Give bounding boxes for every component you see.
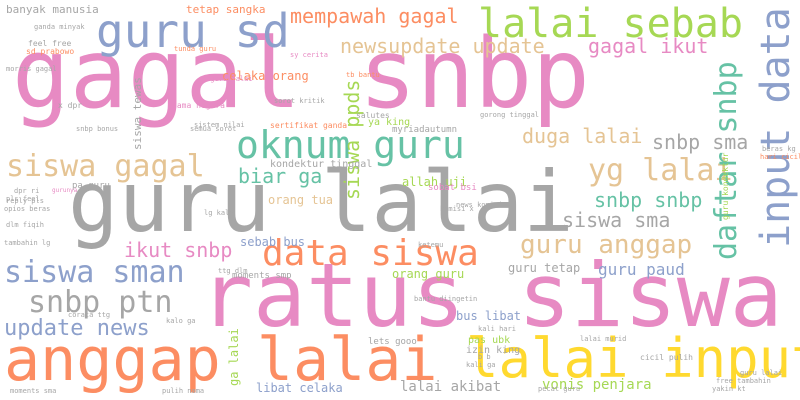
cloud-word: snbp sma <box>652 130 749 154</box>
cloud-word: input data <box>753 7 799 248</box>
cloud-word: update news <box>4 316 150 341</box>
cloud-word: guru lalai <box>68 153 574 251</box>
cloud-word: kali ga <box>466 361 496 369</box>
cloud-word: mempawah gagal <box>290 4 459 28</box>
cloud-word: ratus siswa <box>200 244 783 347</box>
cloud-word: negara lalai <box>202 75 253 83</box>
cloud-word: yakin kt <box>712 385 746 393</box>
cloud-word: sebab bus <box>240 235 306 249</box>
cloud-word: snbp snbp <box>594 188 703 212</box>
cloud-word: semua sorot <box>190 125 237 133</box>
cloud-word: pecat guru <box>538 385 581 393</box>
cloud-word: newsupdate update <box>340 34 545 58</box>
cloud-word: sertifikat ganda <box>270 121 348 130</box>
cloud-word: snbp ptn <box>28 285 173 320</box>
cloud-word: sy cerita <box>290 51 328 59</box>
cloud-word: kalo ga <box>166 317 196 325</box>
cloud-word: komisi x <box>440 205 474 213</box>
cloud-word: libat celaka <box>256 381 343 395</box>
cloud-word: data siswa <box>262 233 479 274</box>
cloud-word: gurunya <box>52 187 78 194</box>
cloud-word: kali hari <box>478 325 516 333</box>
cloud-word: siswa sma <box>562 208 671 232</box>
cloud-word: lalai sebab <box>478 1 743 47</box>
cloud-word: lets gooo <box>368 337 417 347</box>
cloud-word: feel free <box>28 39 72 48</box>
cloud-word: siswa ppds <box>340 79 364 200</box>
cloud-word: hari cicil <box>760 153 800 161</box>
cloud-word: yg lalai <box>588 153 733 188</box>
cloud-word: guru anggap <box>520 230 693 260</box>
cloud-word: allah uji <box>402 175 468 189</box>
cloud-word: opios beras <box>4 205 51 213</box>
cloud-word: tb bantu <box>346 71 380 79</box>
cloud-word: snbp bonus <box>76 125 119 133</box>
cloud-word: biar ga <box>238 164 323 188</box>
cloud-word: pas ubk <box>468 335 511 346</box>
cloud-word: duga lalai <box>522 124 643 148</box>
cloud-word: tambahin lg <box>4 239 51 247</box>
cloud-word: gagal snbp <box>12 18 590 130</box>
cloud-word: bus libat <box>456 309 522 323</box>
cloud-word: dlm fiqih <box>6 221 44 229</box>
cloud-word: lg kalo <box>204 209 234 217</box>
cloud-word: dpr ri <box>14 187 40 195</box>
cloud-word: ganda minyak <box>34 23 85 31</box>
cloud-word: cicil pulih <box>640 353 693 362</box>
cloud-word: ya king <box>368 117 411 128</box>
cloud-word: lalai akibat <box>400 379 502 395</box>
cloud-word: ketemu <box>418 241 444 249</box>
cloud-word: guru paud <box>598 260 685 279</box>
cloud-word: vonis penjara <box>542 377 652 393</box>
cloud-word: guru lalai <box>740 369 783 377</box>
cloud-word: sobat bsi <box>428 183 477 193</box>
cloud-word: orang tua <box>268 193 334 207</box>
cloud-word: sd prabowo <box>26 47 75 56</box>
cloud-word: guru kondektur <box>721 152 730 220</box>
cloud-word: celaka orang <box>222 69 309 83</box>
cloud-word: gorong tinggal <box>480 111 540 119</box>
cloud-word: nama negara <box>172 101 225 110</box>
cloud-word: banyak manusia <box>6 3 99 16</box>
cloud-word: gagal ikut <box>588 34 709 58</box>
cloud-word: kondektur tinggal <box>270 159 373 170</box>
cloud-word: sistem nilai <box>194 121 245 129</box>
cloud-word: ga lalai <box>227 328 241 386</box>
cloud-word: tunda guru <box>174 45 217 53</box>
cloud-word: salutes <box>356 111 390 120</box>
cloud-word: sorot kritik <box>274 97 325 105</box>
cloud-word: bantu diingetin <box>414 295 478 303</box>
cloud-word: x dpr <box>58 101 83 110</box>
cloud-word: free tambahin <box>716 377 771 385</box>
cloud-word: reply pls <box>6 197 44 205</box>
cloud-word: ttg dlm <box>218 267 248 275</box>
cloud-word: b b <box>478 353 491 361</box>
cloud-word: pulih nama <box>162 387 205 395</box>
cloud-word: izin king <box>466 345 521 356</box>
cloud-word: siswa gagal <box>6 149 205 184</box>
cloud-word: morris gagal <box>6 65 57 73</box>
cloud-word: siswa tewas <box>131 77 144 150</box>
cloud-word: beras kg <box>762 145 796 153</box>
cloud-word: corata ttg <box>68 311 111 319</box>
cloud-word: tetap sangka <box>186 3 266 16</box>
cloud-word: moments smp <box>232 271 292 281</box>
cloud-word: myriadautumn <box>392 125 458 135</box>
cloud-word: siswa sman <box>4 255 185 290</box>
cloud-word: pls feel <box>6 195 40 203</box>
cloud-word: lalai murid <box>580 335 627 343</box>
cloud-word: lalai input <box>466 327 800 390</box>
cloud-word: orang guru <box>392 267 465 281</box>
cloud-word: ikut snbp <box>124 238 233 262</box>
cloud-word: guru sd <box>96 4 290 58</box>
cloud-word: moments sma <box>10 387 57 395</box>
cloud-word: anggap lalai <box>4 325 438 395</box>
cloud-word: news komisi <box>456 201 503 209</box>
cloud-word: guru tetap <box>508 261 581 275</box>
cloud-word: oknum guru <box>236 123 465 167</box>
cloud-word: pa guru <box>72 181 110 191</box>
